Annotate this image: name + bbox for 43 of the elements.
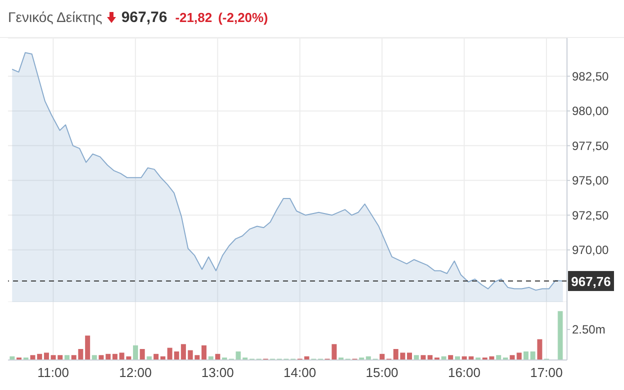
bar xyxy=(44,352,49,360)
x-tick-label: 15:00 xyxy=(366,365,398,380)
text: (-2,20%) xyxy=(218,10,268,24)
bar xyxy=(140,349,145,360)
bar xyxy=(85,336,90,360)
bar xyxy=(523,351,528,360)
y-tick-label: 975,00 xyxy=(572,174,610,188)
text: -21,82 xyxy=(175,10,212,24)
bar xyxy=(106,354,111,360)
bar xyxy=(380,354,385,360)
bar xyxy=(428,355,433,360)
bar xyxy=(64,355,70,360)
x-tick-label: 13:00 xyxy=(201,365,234,380)
bar xyxy=(112,354,118,360)
bar xyxy=(496,355,502,360)
x-tick-label: 17:00 xyxy=(530,365,563,380)
y-tick-label: 977,50 xyxy=(572,138,610,153)
bar xyxy=(133,345,138,360)
bar xyxy=(448,355,454,360)
bar xyxy=(180,344,186,360)
x-tick-label: 12:00 xyxy=(119,365,152,380)
y-tick-label: 980,00 xyxy=(572,104,610,118)
y-tick-label: 972,50 xyxy=(572,208,610,222)
bar xyxy=(407,352,412,360)
bar xyxy=(92,355,97,360)
x-tick-label: 16:00 xyxy=(448,365,481,380)
y-tick-label: 982,50 xyxy=(572,69,610,84)
chart-title: Γενικός Δείκτης xyxy=(8,9,102,25)
bar xyxy=(154,354,159,360)
x-tick-label: 11:00 xyxy=(37,365,69,380)
bar xyxy=(98,355,104,360)
bar xyxy=(201,345,206,360)
x-tick-label: 14:00 xyxy=(284,365,316,380)
bar xyxy=(215,354,220,360)
bar xyxy=(414,355,419,360)
y-tick-label: 2.50m xyxy=(572,322,606,337)
bar xyxy=(530,351,536,360)
text: 967,76 xyxy=(121,8,168,26)
bar xyxy=(558,311,563,360)
bar xyxy=(537,339,542,360)
bar xyxy=(420,355,426,360)
ref-line-label: 967,76 xyxy=(571,274,611,290)
y-tick-label: 970,00 xyxy=(572,243,610,258)
